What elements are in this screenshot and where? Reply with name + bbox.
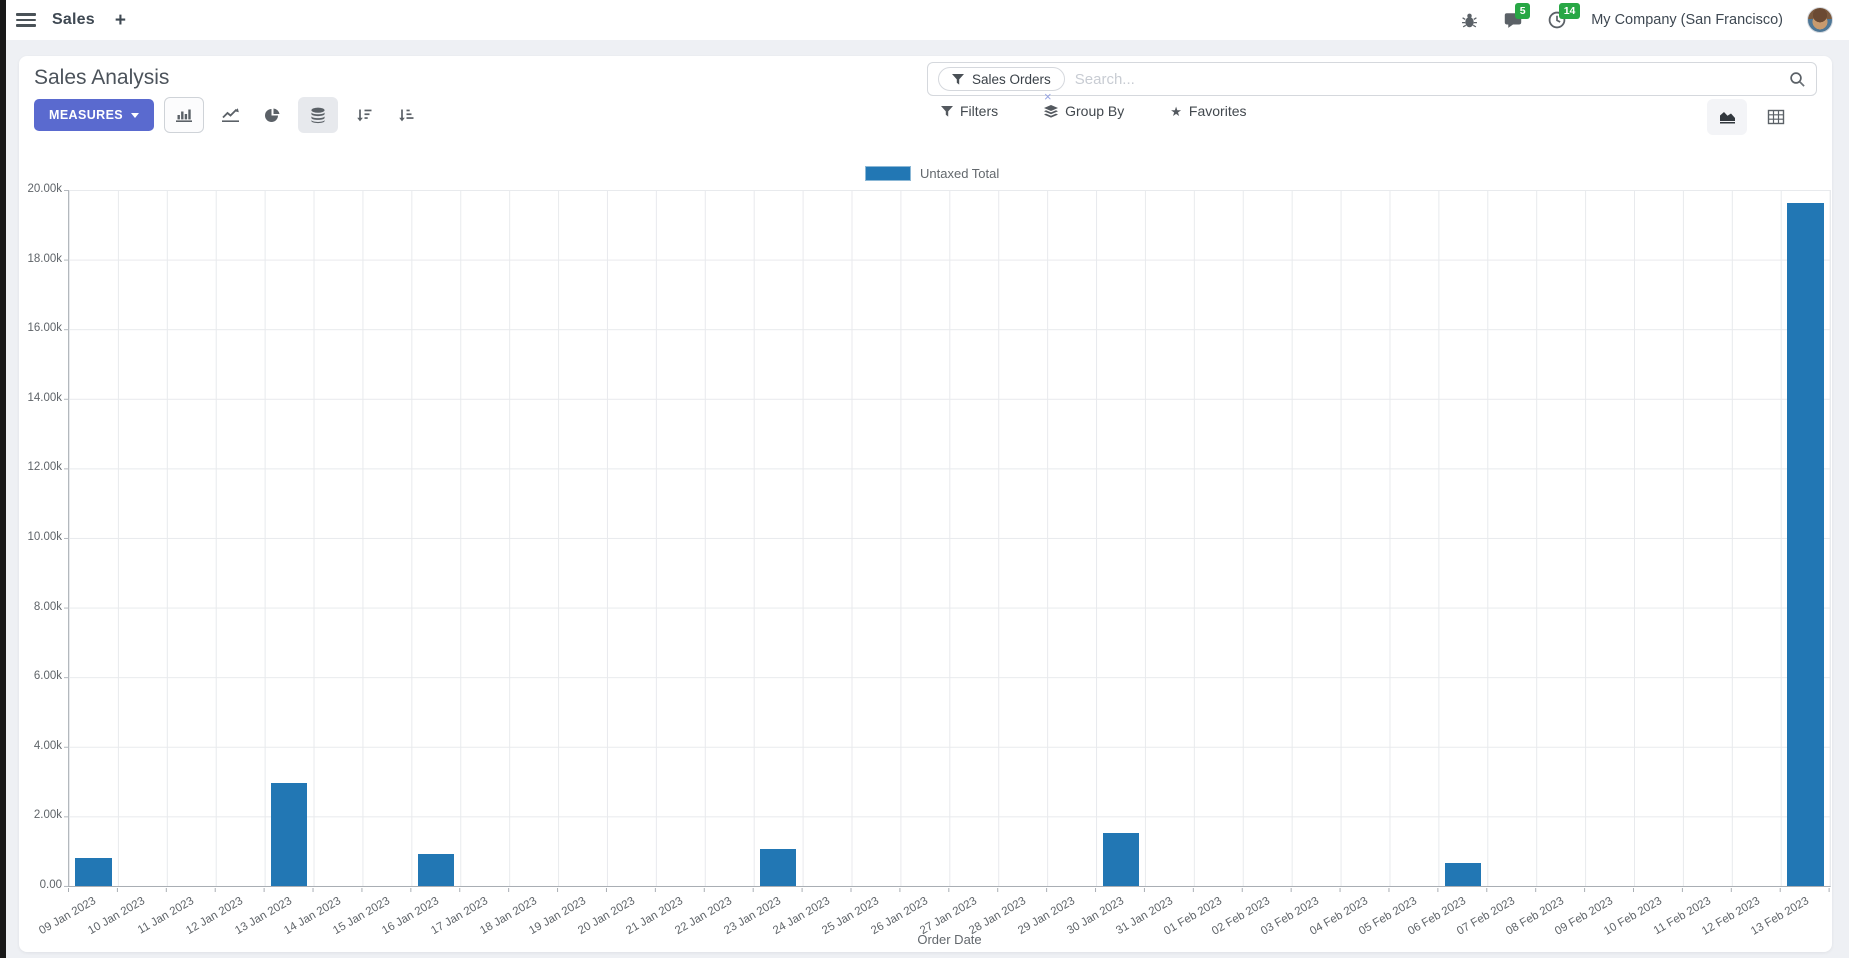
clock-icon bbox=[1548, 11, 1566, 29]
facet-remove-button[interactable]: × bbox=[1044, 89, 1052, 104]
group-by-label: Group By bbox=[1065, 103, 1125, 119]
layers-icon bbox=[1044, 104, 1059, 118]
user-avatar[interactable] bbox=[1807, 7, 1833, 33]
plot-area bbox=[68, 190, 1831, 887]
y-tick-label: 2.00k bbox=[33, 809, 62, 822]
apps-menu-icon[interactable] bbox=[16, 13, 36, 27]
app-name[interactable]: Sales bbox=[52, 11, 95, 28]
sort-descending-button[interactable] bbox=[348, 97, 380, 133]
bar-13-feb-2023[interactable] bbox=[1787, 202, 1824, 886]
search-bar[interactable]: Sales Orders × bbox=[927, 62, 1817, 104]
bar-chart-icon bbox=[176, 109, 193, 122]
line-chart-icon bbox=[221, 108, 239, 122]
favorites-label: Favorites bbox=[1188, 103, 1247, 119]
pie-chart-icon bbox=[264, 108, 280, 122]
y-tick-label: 20.00k bbox=[27, 183, 62, 195]
measures-button-label: MEASURES bbox=[49, 108, 124, 122]
favorites-menu[interactable]: ★ Favorites bbox=[1170, 103, 1246, 119]
x-axis-title: Order Date bbox=[917, 932, 982, 947]
page-title: Sales Analysis bbox=[34, 66, 170, 89]
graph-view-button[interactable] bbox=[1707, 99, 1747, 135]
y-tick-label: 14.00k bbox=[27, 391, 62, 404]
y-tick-label: 18.00k bbox=[27, 252, 62, 265]
search-input[interactable] bbox=[1074, 70, 1789, 88]
bug-icon bbox=[1461, 13, 1477, 27]
filter-funnel-icon bbox=[952, 73, 964, 85]
screen-edge bbox=[0, 0, 6, 958]
sort-desc-icon bbox=[357, 109, 372, 121]
stacked-toggle-button[interactable] bbox=[298, 97, 339, 133]
star-icon: ★ bbox=[1170, 103, 1182, 119]
facet-label: Sales Orders bbox=[972, 71, 1051, 87]
bar-09-jan-2023[interactable] bbox=[75, 858, 112, 886]
legend-swatch bbox=[865, 166, 911, 181]
activities-badge: 14 bbox=[1559, 3, 1580, 19]
sort-asc-icon bbox=[399, 109, 414, 121]
sort-ascending-button[interactable] bbox=[390, 97, 422, 133]
measures-button[interactable]: MEASURES bbox=[34, 99, 155, 131]
pivot-view-button[interactable] bbox=[1756, 99, 1796, 135]
legend-label: Untaxed Total bbox=[920, 166, 1000, 181]
y-tick-label: 10.00k bbox=[27, 531, 62, 543]
messages-badge: 5 bbox=[1515, 3, 1531, 19]
search-menus: Filters Group By ★ Favorites bbox=[941, 103, 1247, 119]
activities-button[interactable]: 14 bbox=[1547, 3, 1580, 30]
y-tick-label: 6.00k bbox=[33, 670, 62, 683]
search-facet-sales-orders[interactable]: Sales Orders bbox=[938, 67, 1065, 91]
filters-label: Filters bbox=[960, 103, 999, 119]
bar-13-jan-2023[interactable] bbox=[271, 783, 308, 886]
filter-funnel-icon bbox=[941, 105, 953, 117]
filters-menu[interactable]: Filters bbox=[941, 103, 998, 119]
messages-button[interactable]: 5 bbox=[1503, 3, 1531, 30]
bar-30-jan-2023[interactable] bbox=[1102, 833, 1139, 886]
view-switcher bbox=[1707, 99, 1796, 135]
bar-06-feb-2023[interactable] bbox=[1445, 863, 1482, 886]
database-stack-icon bbox=[311, 107, 325, 123]
chart-type-line-button[interactable] bbox=[214, 97, 246, 133]
chevron-down-icon bbox=[131, 112, 140, 118]
bar-16-jan-2023[interactable] bbox=[417, 853, 454, 886]
y-tick-label: 8.00k bbox=[33, 600, 62, 613]
sales-analysis-panel: Sales Analysis MEASURES bbox=[19, 56, 1832, 952]
navbar: Sales + 5 14 My Company (San Francisco) bbox=[0, 0, 1849, 40]
y-axis-labels: 0.00 2.00k 4.00k 6.00k 8.00k 10.00k 12.00k 14.0… bbox=[19, 183, 62, 891]
chart-type-pie-button[interactable] bbox=[256, 97, 288, 133]
pivot-table-icon bbox=[1767, 109, 1785, 125]
new-tab-button[interactable]: + bbox=[114, 9, 126, 31]
y-axis-ticks bbox=[64, 190, 68, 888]
group-by-menu[interactable]: Group By bbox=[1044, 103, 1124, 119]
y-tick-label: 4.00k bbox=[33, 739, 62, 752]
area-chart-icon bbox=[1719, 112, 1735, 124]
company-switcher[interactable]: My Company (San Francisco) bbox=[1591, 12, 1783, 28]
debug-bug-icon[interactable] bbox=[1459, 10, 1479, 30]
y-tick-label: 12.00k bbox=[27, 461, 62, 474]
y-tick-label: 16.00k bbox=[27, 322, 62, 335]
y-tick-label: 0.00 bbox=[39, 879, 62, 891]
bar-23-jan-2023[interactable] bbox=[760, 849, 797, 886]
chart-type-bar-button[interactable] bbox=[164, 97, 205, 133]
legend-untaxed-total[interactable]: Untaxed Total bbox=[865, 166, 999, 181]
x-axis-ticks bbox=[68, 888, 1832, 892]
search-icon[interactable] bbox=[1789, 71, 1806, 88]
